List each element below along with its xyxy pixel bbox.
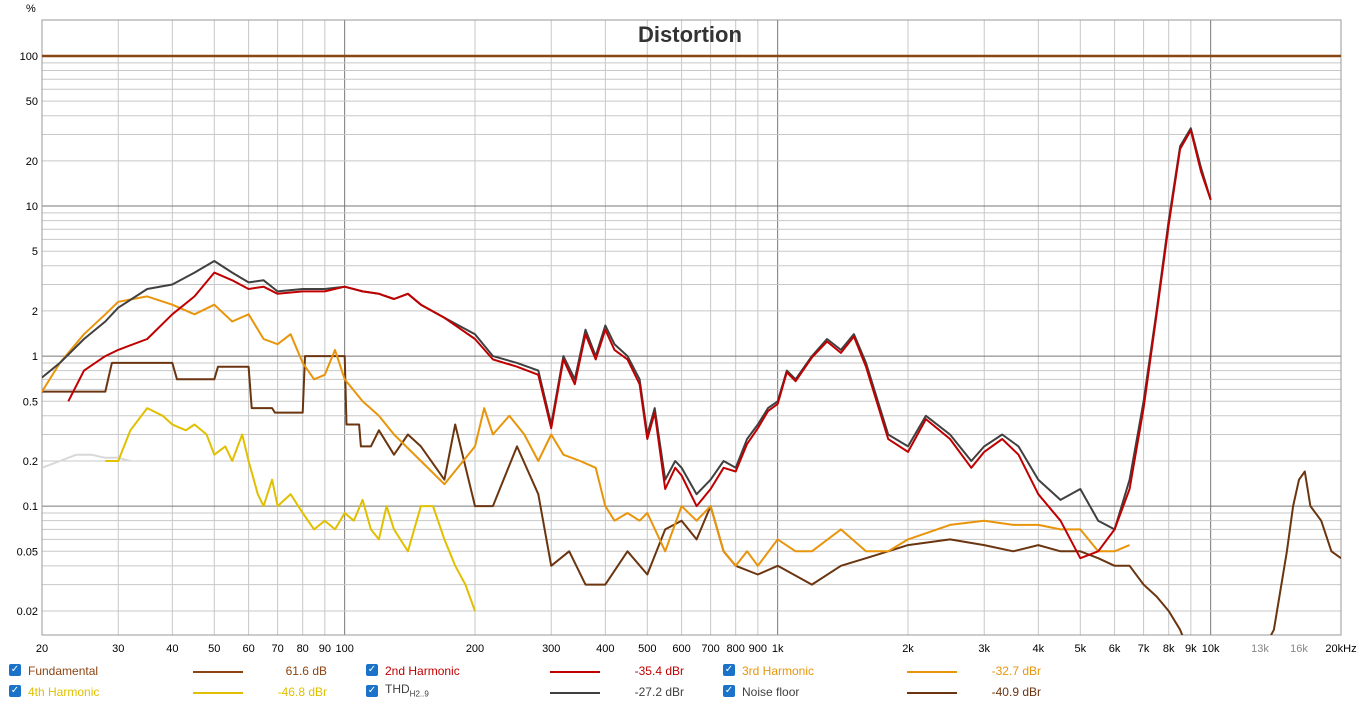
x-tick-label: 20 [36, 643, 48, 655]
series-line-background-trace [42, 453, 131, 469]
legend-value: -35.4 dBr [634, 664, 684, 678]
y-tick-label: 20 [26, 156, 38, 168]
x-tick-label: 70 [271, 643, 283, 655]
checkbox-icon[interactable]: ✓ [9, 664, 21, 676]
y-tick-label: 100 [20, 51, 38, 63]
y-tick-label: 0.02 [17, 606, 38, 618]
legend-label-text: THD [385, 682, 410, 696]
y-tick-label: 0.05 [17, 546, 38, 558]
y-axis-label: % [26, 3, 36, 15]
series-line-3rd-harmonic [42, 295, 1130, 567]
x-tick-label: 6k [1109, 643, 1121, 655]
legend-item-noise-floor[interactable]: ✓ Noise floor -40.9 dBr [714, 682, 1074, 700]
distortion-chart: 20 30 40 50 60 70 80 90 100 200 300 400 500 600 700 800… [17, 3, 1357, 655]
x-tick-label: 3k [978, 643, 990, 655]
y-axis-tick-labels: 100 50 20 10 5 2 1 0.5 0.2 0.1 0.05 0.02 [17, 51, 38, 618]
legend-value: 61.6 dB [285, 664, 327, 678]
legend-label: THDH2..9 [385, 682, 429, 698]
legend-item-4th-harmonic[interactable]: ✓ 4th Harmonic -46.8 dBr [0, 682, 360, 700]
checkbox-icon[interactable]: ✓ [366, 664, 378, 676]
legend-swatch [193, 692, 243, 694]
legend-item-fundamental[interactable]: ✓ Fundamental 61.6 dB [0, 660, 360, 678]
checkbox-icon[interactable]: ✓ [366, 685, 378, 697]
x-tick-label: 20kHz [1325, 643, 1356, 655]
checkbox-icon[interactable]: ✓ [723, 685, 735, 697]
x-tick-label: 2k [902, 643, 914, 655]
x-tick-label: 600 [672, 643, 690, 655]
x-tick-label: 800 [727, 643, 745, 655]
x-tick-label: 10k [1202, 643, 1220, 655]
series-line-2nd-harmonic [67, 129, 1212, 560]
chart-grid [41, 19, 1342, 636]
chart-title: Distortion [638, 22, 742, 47]
x-tick-label: 500 [638, 643, 656, 655]
legend-value: -40.9 dBr [991, 685, 1041, 699]
legend-value: -46.8 dBr [277, 685, 327, 699]
x-tick-label: 90 [319, 643, 331, 655]
chart-legend: ✓ Fundamental 61.6 dB ✓ 2nd Harmonic -35… [0, 660, 1361, 707]
y-tick-label: 1 [32, 351, 38, 363]
x-tick-label: 40 [166, 643, 178, 655]
series-line-4th-harmonic [105, 407, 476, 612]
legend-label: 4th Harmonic [28, 685, 100, 699]
x-tick-label: 30 [112, 643, 124, 655]
x-tick-label: 200 [466, 643, 484, 655]
x-tick-label: 9k [1185, 643, 1197, 655]
series-line-noise-floor [42, 355, 1341, 635]
y-tick-label: 0.2 [23, 456, 38, 468]
y-tick-label: 50 [26, 96, 38, 108]
y-tick-label: 5 [32, 246, 38, 258]
x-tick-label: 400 [596, 643, 614, 655]
legend-item-3rd-harmonic[interactable]: ✓ 3rd Harmonic -32.7 dBr [714, 660, 1074, 678]
x-tick-label: 5k [1074, 643, 1086, 655]
x-tick-label: 80 [297, 643, 309, 655]
legend-label-subscript: H2..9 [409, 689, 429, 699]
legend-value: -32.7 dBr [991, 664, 1041, 678]
x-tick-label: 4k [1033, 643, 1045, 655]
y-tick-label: 10 [26, 201, 38, 213]
y-tick-label: 2 [32, 306, 38, 318]
x-tick-label: 300 [542, 643, 560, 655]
legend-label: Noise floor [742, 685, 800, 699]
legend-value: -27.2 dBr [634, 685, 684, 699]
chart-series-lines [42, 54, 1341, 635]
x-tick-label: 13k [1251, 643, 1269, 655]
series-line-thd [42, 127, 1212, 531]
legend-swatch [907, 671, 957, 673]
legend-label: 2nd Harmonic [385, 664, 460, 678]
legend-swatch [907, 692, 957, 694]
checkbox-icon[interactable]: ✓ [9, 685, 21, 697]
legend-item-2nd-harmonic[interactable]: ✓ 2nd Harmonic -35.4 dBr [357, 660, 717, 678]
x-axis-tick-labels: 20 30 40 50 60 70 80 90 100 200 300 400 500 600 700 800… [36, 643, 1357, 655]
x-tick-label: 100 [335, 643, 353, 655]
x-tick-label: 16k [1290, 643, 1308, 655]
x-tick-label: 7k [1138, 643, 1150, 655]
x-tick-label: 50 [208, 643, 220, 655]
legend-label: 3rd Harmonic [742, 664, 815, 678]
legend-label: Fundamental [28, 664, 99, 678]
y-tick-label: 0.5 [23, 396, 38, 408]
legend-swatch [193, 671, 243, 673]
x-tick-label: 8k [1163, 643, 1175, 655]
plot-border [41, 19, 1342, 636]
x-tick-label: 700 [701, 643, 719, 655]
legend-swatch [550, 671, 600, 673]
x-tick-label: 1k [772, 643, 784, 655]
x-tick-label: 900 [749, 643, 767, 655]
x-tick-label: 60 [242, 643, 254, 655]
legend-swatch [550, 692, 600, 694]
legend-item-thd[interactable]: ✓ THDH2..9 -27.2 dBr [357, 682, 717, 700]
y-tick-label: 0.1 [23, 501, 38, 513]
checkbox-icon[interactable]: ✓ [723, 664, 735, 676]
